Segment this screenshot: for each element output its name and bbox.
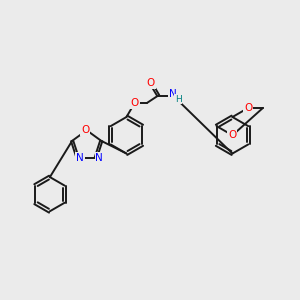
Text: O: O (147, 78, 155, 88)
Text: O: O (228, 130, 237, 140)
Text: O: O (244, 103, 252, 113)
Text: O: O (81, 125, 89, 135)
Text: H: H (175, 94, 181, 103)
Text: O: O (130, 98, 139, 108)
Text: N: N (95, 153, 103, 163)
Text: N: N (169, 89, 177, 99)
Text: N: N (76, 153, 84, 163)
